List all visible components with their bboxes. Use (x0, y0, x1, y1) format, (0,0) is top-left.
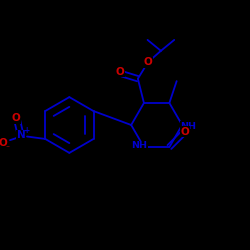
Text: O: O (144, 57, 153, 67)
Text: NH: NH (132, 141, 148, 150)
Text: O: O (115, 67, 124, 77)
Text: ⁻: ⁻ (6, 143, 10, 152)
Text: N: N (16, 130, 25, 140)
Text: O: O (12, 113, 20, 123)
Text: O: O (0, 138, 7, 147)
Text: O: O (180, 127, 189, 137)
Text: +: + (23, 126, 30, 135)
Text: NH: NH (180, 122, 196, 131)
